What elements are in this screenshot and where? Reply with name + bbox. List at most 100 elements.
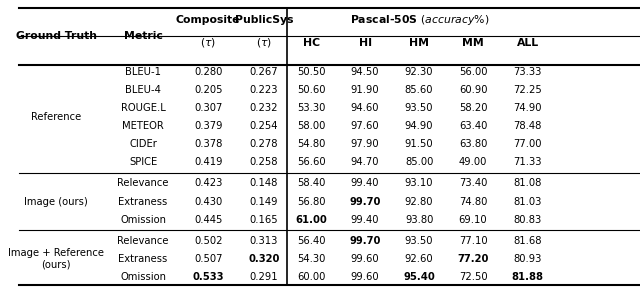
Text: Omission: Omission — [120, 215, 166, 225]
Text: 92.60: 92.60 — [404, 254, 433, 264]
Text: 56.60: 56.60 — [298, 157, 326, 167]
Text: 0.419: 0.419 — [194, 157, 222, 167]
Text: 60.90: 60.90 — [459, 85, 487, 95]
Text: ($\tau$): ($\tau$) — [256, 36, 272, 49]
Text: 0.223: 0.223 — [250, 85, 278, 95]
Text: ALL: ALL — [516, 38, 539, 48]
Text: 80.93: 80.93 — [513, 254, 542, 264]
Text: Composite: Composite — [176, 15, 241, 25]
Text: 72.50: 72.50 — [459, 272, 487, 282]
Text: 73.33: 73.33 — [513, 67, 542, 77]
Text: 0.291: 0.291 — [250, 272, 278, 282]
Text: 0.502: 0.502 — [194, 236, 222, 246]
Text: 85.00: 85.00 — [405, 157, 433, 167]
Text: 53.30: 53.30 — [298, 103, 326, 113]
Text: Ground Truth: Ground Truth — [15, 31, 97, 41]
Text: 99.70: 99.70 — [349, 236, 381, 246]
Text: 61.00: 61.00 — [296, 215, 328, 225]
Text: 56.40: 56.40 — [298, 236, 326, 246]
Text: 0.258: 0.258 — [250, 157, 278, 167]
Text: 99.40: 99.40 — [351, 215, 380, 225]
Text: ROUGE.L: ROUGE.L — [120, 103, 165, 113]
Text: 0.445: 0.445 — [194, 215, 222, 225]
Text: 80.83: 80.83 — [513, 215, 542, 225]
Text: ($\tau$): ($\tau$) — [200, 36, 216, 49]
Text: 0.307: 0.307 — [194, 103, 222, 113]
Text: Extraness: Extraness — [118, 197, 168, 206]
Text: 0.149: 0.149 — [250, 197, 278, 206]
Text: 71.33: 71.33 — [513, 157, 542, 167]
Text: 73.40: 73.40 — [459, 178, 487, 189]
Text: 0.423: 0.423 — [194, 178, 222, 189]
Text: HI: HI — [358, 38, 372, 48]
Text: 93.80: 93.80 — [405, 215, 433, 225]
Text: HM: HM — [409, 38, 429, 48]
Text: 0.507: 0.507 — [194, 254, 222, 264]
Text: 99.40: 99.40 — [351, 178, 380, 189]
Text: 77.00: 77.00 — [513, 139, 542, 149]
Text: SPICE: SPICE — [129, 157, 157, 167]
Text: 63.40: 63.40 — [459, 121, 487, 131]
Text: HC: HC — [303, 38, 320, 48]
Text: 0.320: 0.320 — [248, 254, 280, 264]
Text: 56.80: 56.80 — [298, 197, 326, 206]
Text: 81.08: 81.08 — [513, 178, 542, 189]
Text: 0.165: 0.165 — [250, 215, 278, 225]
Text: 77.10: 77.10 — [459, 236, 487, 246]
Text: 92.30: 92.30 — [405, 67, 433, 77]
Text: 56.00: 56.00 — [459, 67, 487, 77]
Text: 99.70: 99.70 — [349, 197, 381, 206]
Text: 95.40: 95.40 — [403, 272, 435, 282]
Text: 94.50: 94.50 — [351, 67, 380, 77]
Text: BLEU-1: BLEU-1 — [125, 67, 161, 77]
Text: BLEU-4: BLEU-4 — [125, 85, 161, 95]
Text: 93.50: 93.50 — [405, 103, 433, 113]
Text: 0.280: 0.280 — [194, 67, 222, 77]
Text: Pascal-50S $\it{(accuracy\%)}$: Pascal-50S $\it{(accuracy\%)}$ — [350, 13, 490, 27]
Text: Omission: Omission — [120, 272, 166, 282]
Text: 0.148: 0.148 — [250, 178, 278, 189]
Text: 81.68: 81.68 — [513, 236, 542, 246]
Text: Relevance: Relevance — [117, 236, 169, 246]
Text: 97.90: 97.90 — [351, 139, 380, 149]
Text: 54.30: 54.30 — [298, 254, 326, 264]
Text: 94.60: 94.60 — [351, 103, 380, 113]
Text: 0.278: 0.278 — [250, 139, 278, 149]
Text: 0.379: 0.379 — [194, 121, 222, 131]
Text: 81.03: 81.03 — [513, 197, 542, 206]
Text: 93.50: 93.50 — [405, 236, 433, 246]
Text: 99.60: 99.60 — [351, 254, 380, 264]
Text: 77.20: 77.20 — [458, 254, 489, 264]
Text: Image (ours): Image (ours) — [24, 197, 88, 206]
Text: 50.50: 50.50 — [298, 67, 326, 77]
Text: CIDEr: CIDEr — [129, 139, 157, 149]
Text: 54.80: 54.80 — [298, 139, 326, 149]
Text: 0.232: 0.232 — [250, 103, 278, 113]
Text: 94.90: 94.90 — [405, 121, 433, 131]
Text: PublicSys: PublicSys — [235, 15, 293, 25]
Text: 72.25: 72.25 — [513, 85, 542, 95]
Text: 94.70: 94.70 — [351, 157, 380, 167]
Text: 58.40: 58.40 — [298, 178, 326, 189]
Text: 58.20: 58.20 — [459, 103, 487, 113]
Text: 50.60: 50.60 — [298, 85, 326, 95]
Text: 85.60: 85.60 — [405, 85, 433, 95]
Text: 92.80: 92.80 — [405, 197, 433, 206]
Text: 81.88: 81.88 — [511, 272, 543, 282]
Text: Metric: Metric — [124, 31, 163, 41]
Text: 60.00: 60.00 — [298, 272, 326, 282]
Text: Reference: Reference — [31, 112, 81, 122]
Text: 0.533: 0.533 — [193, 272, 224, 282]
Text: 74.90: 74.90 — [513, 103, 542, 113]
Text: 99.60: 99.60 — [351, 272, 380, 282]
Text: 69.10: 69.10 — [459, 215, 487, 225]
Text: MM: MM — [462, 38, 484, 48]
Text: 49.00: 49.00 — [459, 157, 487, 167]
Text: 0.267: 0.267 — [250, 67, 278, 77]
Text: 58.00: 58.00 — [298, 121, 326, 131]
Text: 91.90: 91.90 — [351, 85, 380, 95]
Text: 74.80: 74.80 — [459, 197, 487, 206]
Text: 91.50: 91.50 — [404, 139, 433, 149]
Text: METEOR: METEOR — [122, 121, 164, 131]
Text: 0.430: 0.430 — [194, 197, 222, 206]
